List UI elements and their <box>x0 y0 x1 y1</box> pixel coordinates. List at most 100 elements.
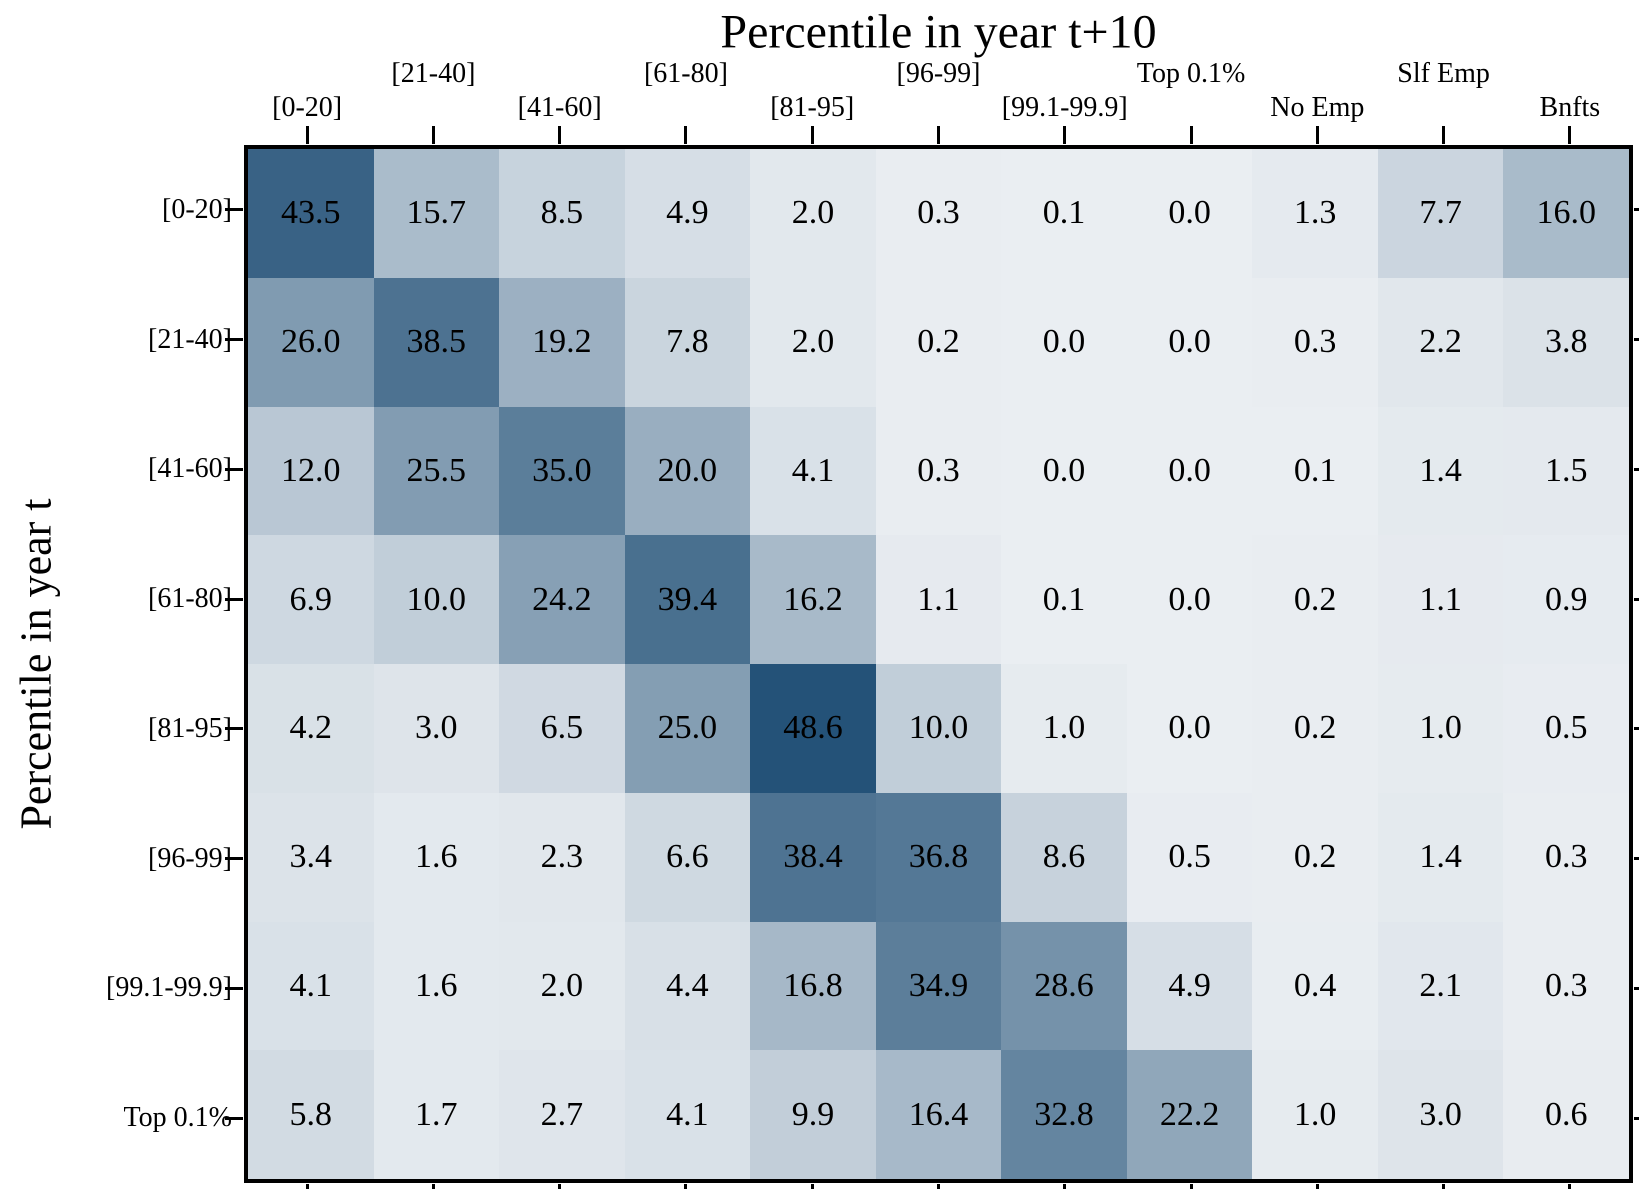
top-axis-tick <box>1315 126 1319 144</box>
heatmap-cell: 15.7 <box>373 149 500 278</box>
heatmap-cell: 28.6 <box>1001 921 1127 1051</box>
y-axis-title: Percentile in year t <box>11 498 61 830</box>
heatmap-cell: 3.8 <box>1503 277 1629 407</box>
heatmap-cell: 39.4 <box>624 535 751 664</box>
heatmap-cell: 4.2 <box>248 664 374 793</box>
heatmap-cell: 0.2 <box>1252 535 1378 664</box>
heatmap-cell: 3.0 <box>373 664 500 793</box>
heatmap-cell: 1.6 <box>373 921 500 1051</box>
top-axis-tick <box>558 126 562 144</box>
heatmap-cell: 0.0 <box>1001 406 1127 536</box>
heatmap-cell: 6.6 <box>624 792 751 922</box>
bottom-axis-tick <box>1568 1184 1572 1189</box>
heatmap-cell: 5.8 <box>248 1050 374 1179</box>
heatmap-cell: 26.0 <box>248 277 374 407</box>
heatmap-cell: 38.5 <box>373 277 500 407</box>
heatmap-cell: 2.1 <box>1377 921 1504 1051</box>
heatmap-cell: 1.3 <box>1252 149 1378 278</box>
heatmap-cell: 25.0 <box>624 664 751 793</box>
left-axis-tick <box>225 338 243 342</box>
heatmap-cell: 0.2 <box>1252 664 1378 793</box>
heatmap-cell: 1.5 <box>1503 406 1629 536</box>
bottom-axis-tick <box>1063 1184 1067 1189</box>
heatmap-cell: 1.4 <box>1377 406 1504 536</box>
heatmap-cell: 0.0 <box>1126 535 1253 664</box>
heatmap-cell: 0.3 <box>875 149 1002 278</box>
col-tick-label: [61-80] <box>643 58 728 89</box>
heatmap-cell: 16.2 <box>750 535 876 664</box>
row-tick-label: [81-95] <box>148 712 232 744</box>
left-axis-tick <box>225 857 243 861</box>
heatmap-cell: 1.0 <box>1252 1050 1378 1179</box>
heatmap-cell: 24.2 <box>499 535 625 664</box>
heatmap-cell: 0.2 <box>875 277 1002 407</box>
bottom-axis-tick <box>431 1184 435 1189</box>
right-axis-tick <box>1634 338 1639 342</box>
heatmap-cell: 0.4 <box>1252 921 1378 1051</box>
right-axis-tick <box>1634 727 1639 731</box>
left-axis-tick <box>225 727 243 731</box>
heatmap-cell: 4.1 <box>750 406 876 536</box>
col-tick-label: [0-20] <box>272 92 343 123</box>
row-tick-label: [41-60] <box>148 453 232 485</box>
bottom-axis-tick <box>305 1184 309 1189</box>
col-tick-label: [96-99] <box>896 58 981 89</box>
row-tick-label: [61-80] <box>148 583 232 615</box>
heatmap-cell: 4.9 <box>624 149 751 278</box>
heatmap-cell: 0.3 <box>1503 921 1629 1051</box>
right-axis-tick <box>1634 597 1639 601</box>
heatmap-cell: 0.3 <box>875 406 1002 536</box>
heatmap-grid: 43.5 15.7 8.5 4.9 2.0 0.3 0.1 0.0 1.3 7.7 16.0 26.0… <box>248 149 1629 1179</box>
heatmap-cell: 0.6 <box>1503 1050 1629 1179</box>
chart-title: Percentile in year t+10 <box>720 5 1157 59</box>
heatmap-cell: 16.8 <box>750 921 876 1051</box>
heatmap-cell: 1.1 <box>1377 535 1504 664</box>
heatmap-cell: 16.4 <box>875 1050 1002 1179</box>
heatmap-cell: 1.6 <box>373 792 500 922</box>
col-tick-label: Bnfts <box>1539 92 1601 123</box>
heatmap-cell: 32.8 <box>1001 1050 1127 1179</box>
heatmap-cell: 0.1 <box>1001 535 1127 664</box>
heatmap-cell: 35.0 <box>499 406 625 536</box>
left-axis-tick <box>225 597 243 601</box>
heatmap-cell: 6.5 <box>499 664 625 793</box>
heatmap-cell: 0.0 <box>1126 664 1253 793</box>
right-axis-tick <box>1634 467 1639 471</box>
top-axis-tick <box>1063 126 1067 144</box>
heatmap-cell: 2.7 <box>499 1050 625 1179</box>
heatmap-cell: 2.0 <box>750 277 876 407</box>
bottom-axis-tick <box>810 1184 814 1189</box>
heatmap-cell: 2.0 <box>499 921 625 1051</box>
heatmap-cell: 25.5 <box>373 406 500 536</box>
right-axis-tick <box>1634 986 1639 990</box>
row-tick-label: [0-20] <box>162 193 232 225</box>
col-tick-label: [81-95] <box>770 92 855 123</box>
heatmap-cell: 19.2 <box>499 277 625 407</box>
col-tick-label: [99.1-99.9] <box>1001 92 1128 123</box>
left-axis-tick <box>225 467 243 471</box>
top-axis-tick <box>1189 126 1193 144</box>
col-tick-label: [21-40] <box>391 58 476 89</box>
top-axis-tick <box>684 126 688 144</box>
heatmap-cell: 48.6 <box>750 664 876 793</box>
heatmap-cell: 0.3 <box>1252 277 1378 407</box>
heatmap-cell: 1.4 <box>1377 792 1504 922</box>
row-tick-label: Top 0.1% <box>123 1102 232 1134</box>
bottom-axis-tick <box>1189 1184 1193 1189</box>
heatmap-cell: 0.5 <box>1126 792 1253 922</box>
heatmap-cell: 1.0 <box>1001 664 1127 793</box>
heatmap-cell: 38.4 <box>750 792 876 922</box>
heatmap-cell: 1.7 <box>373 1050 500 1179</box>
col-tick-label: No Emp <box>1270 92 1365 123</box>
heatmap-cell: 0.0 <box>1001 277 1127 407</box>
heatmap-cell: 20.0 <box>624 406 751 536</box>
bottom-axis-tick <box>558 1184 562 1189</box>
heatmap-cell: 4.1 <box>248 921 374 1051</box>
col-tick-label: Slf Emp <box>1397 58 1490 89</box>
bottom-axis-tick <box>1315 1184 1319 1189</box>
heatmap-cell: 12.0 <box>248 406 374 536</box>
heatmap-cell: 2.2 <box>1377 277 1504 407</box>
heatmap-cell: 4.1 <box>624 1050 751 1179</box>
heatmap-cell: 0.0 <box>1126 149 1253 278</box>
